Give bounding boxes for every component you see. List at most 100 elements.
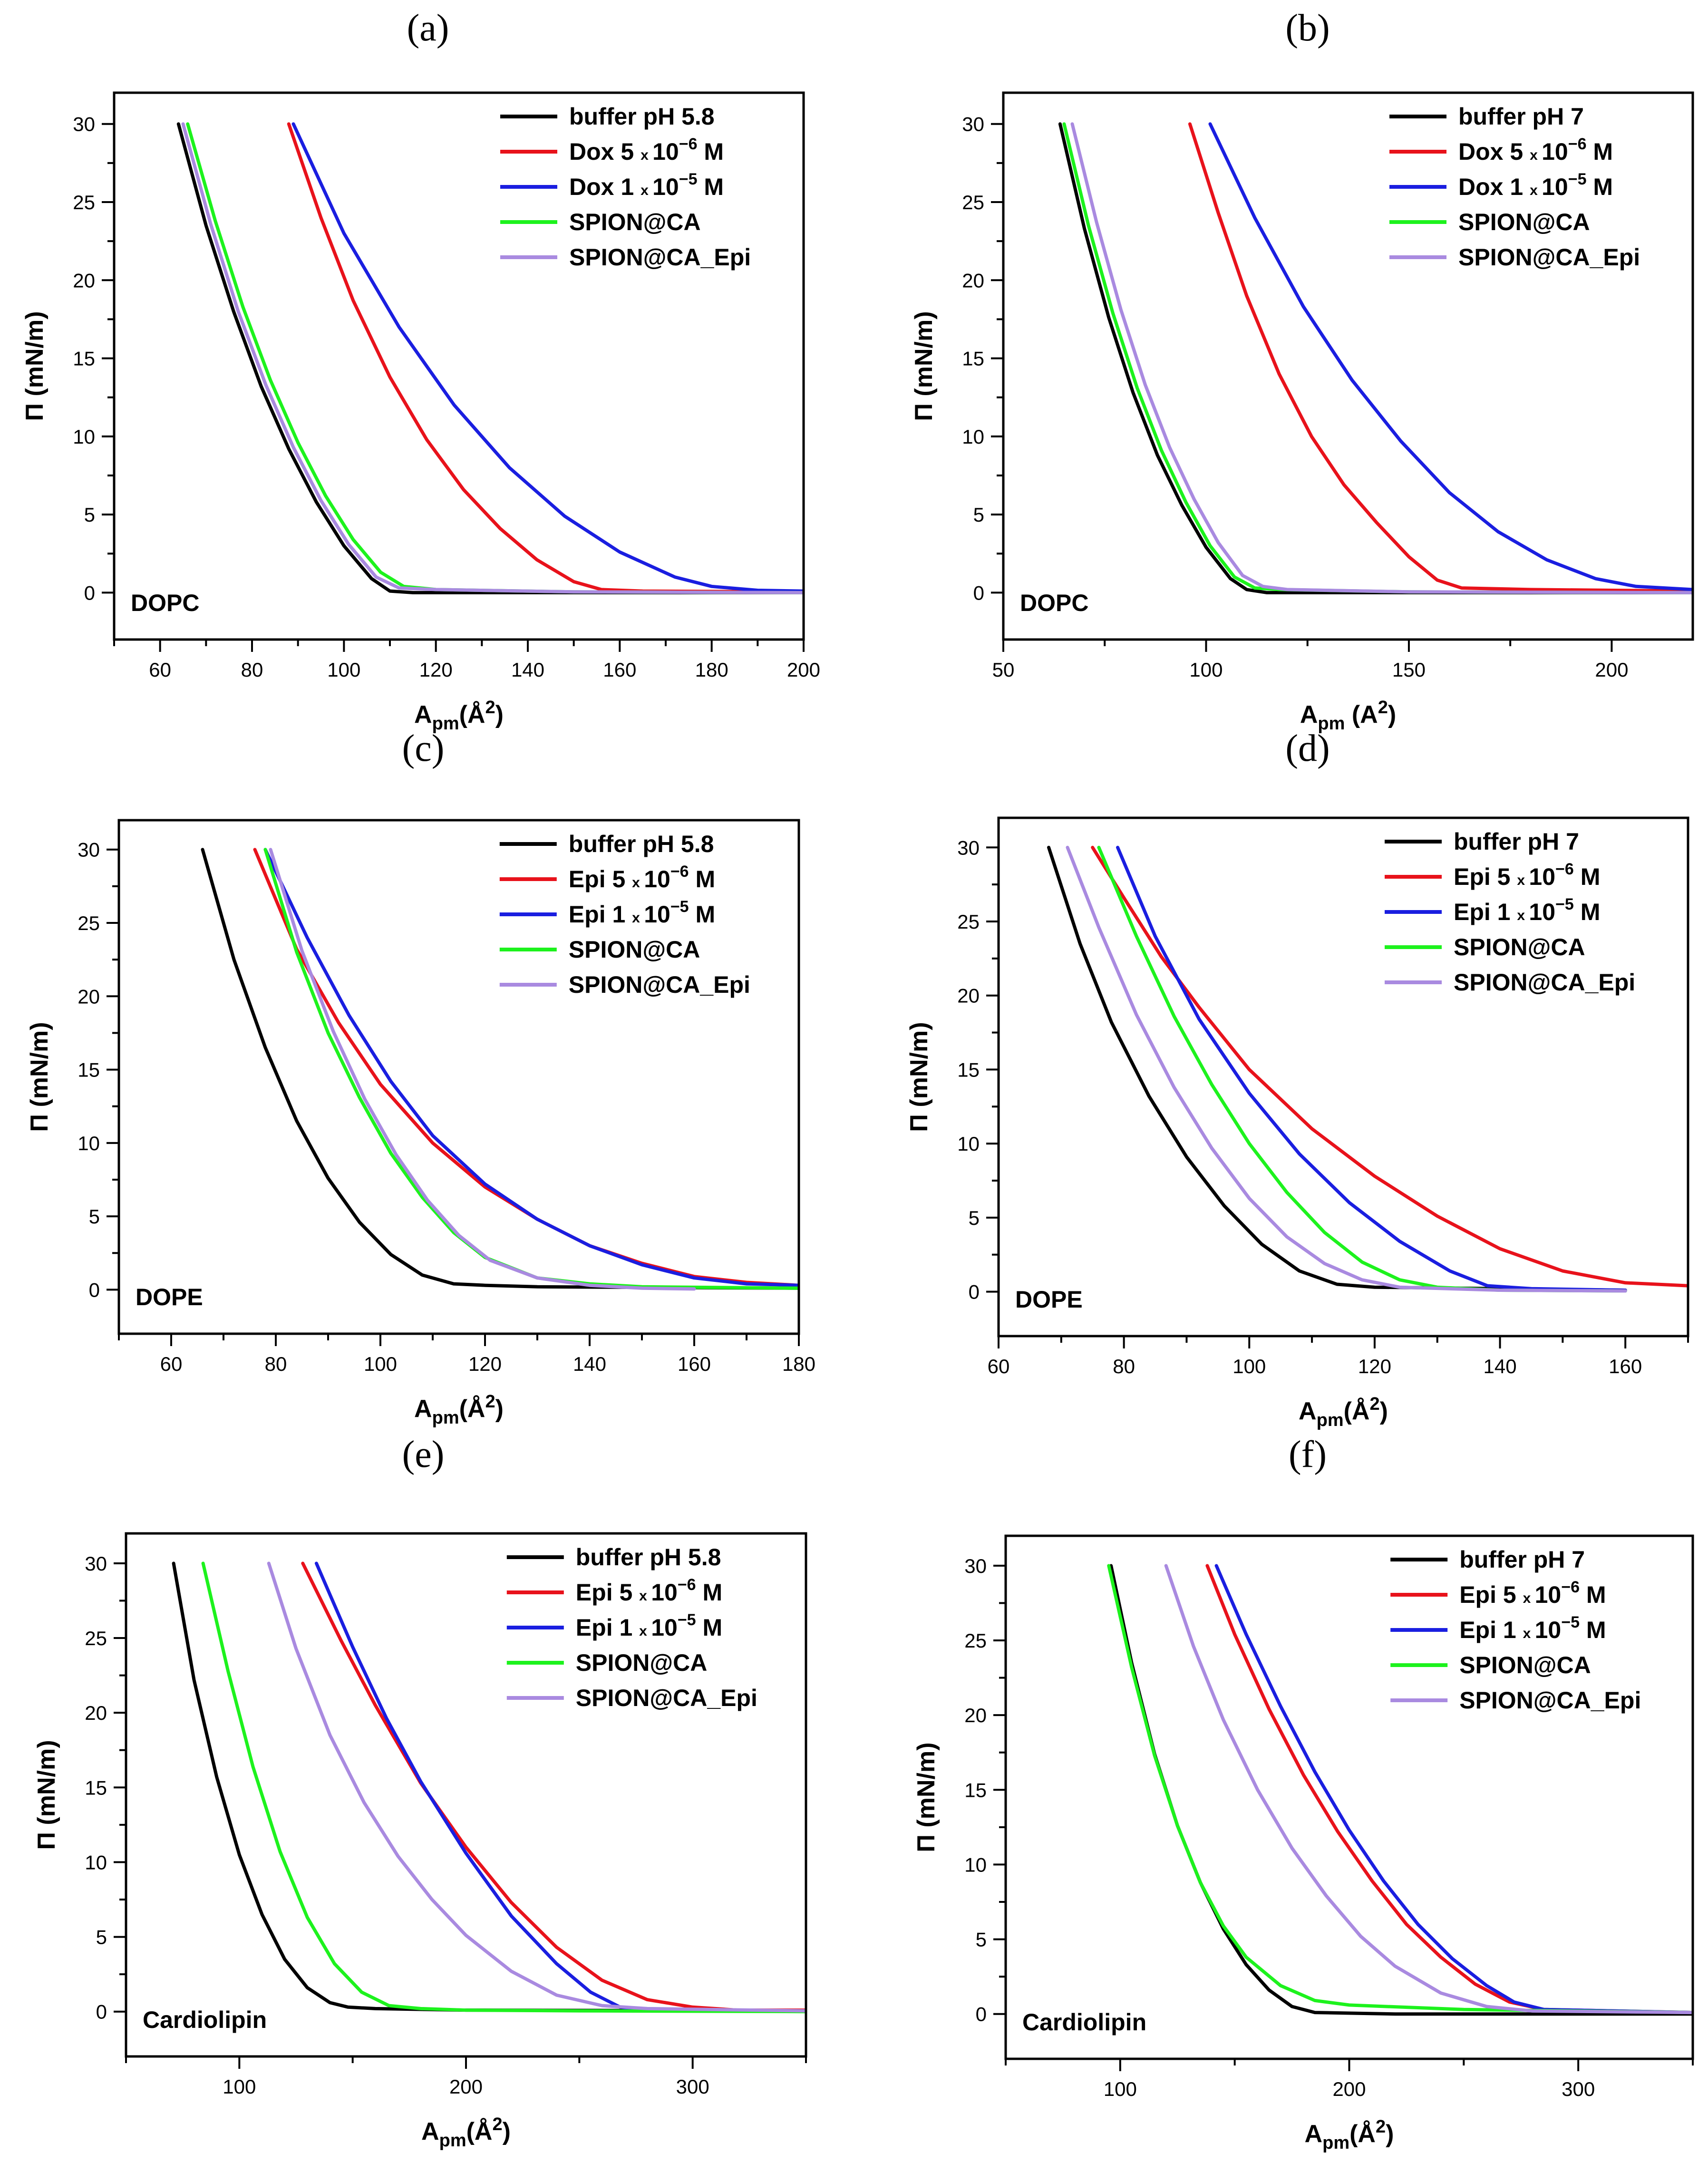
y-tick-label: 10 (962, 426, 984, 448)
x-tick-label: 100 (1232, 1355, 1266, 1377)
legend-label: buffer pH 7 (1454, 828, 1579, 855)
x-tick-label: 60 (160, 1353, 183, 1375)
x-axis-label: Apm(Å2) (421, 2114, 511, 2151)
y-tick-label: 20 (73, 269, 95, 291)
series-line-3 (201, 1561, 806, 2014)
y-tick-label: 15 (957, 1058, 980, 1081)
legend-label: Epi 5 x 10−6 M (1454, 860, 1600, 890)
x-tick-label: 300 (1562, 2078, 1595, 2100)
legend: buffer pH 5.8 Epi 5 x 10−6 M Epi 1 x 10−5 … (506, 1544, 757, 1711)
y-tick-label: 15 (73, 348, 95, 370)
series-line-1 (1205, 1564, 1693, 2015)
x-axis-label: Apm(Å2) (1305, 2117, 1394, 2153)
panel-label: (b) (1285, 7, 1330, 49)
series-line-4 (269, 848, 696, 1291)
y-tick-label: 30 (964, 1555, 987, 1577)
y-tick-label: 20 (962, 269, 984, 291)
y-tick-label: 10 (85, 1851, 107, 1873)
legend: buffer pH 7 Epi 5 x 10−6 M Epi 1 x 10−5 M S… (1385, 828, 1635, 996)
y-tick-label: 25 (962, 191, 984, 213)
x-axis-label: Apm (A2) (1300, 698, 1396, 734)
y-tick-label: 0 (969, 1281, 980, 1303)
legend-label: SPION@CA (1454, 934, 1585, 960)
y-axis-label: Π (mN/m) (33, 1740, 60, 1850)
y-tick-label: 0 (84, 582, 95, 604)
y-tick-label: 10 (78, 1132, 100, 1154)
lipid-label: DOPC (131, 590, 199, 616)
x-tick-label: 100 (327, 659, 360, 681)
legend: buffer pH 7 Dox 5 x 10−6 M Dox 1 x 10−5 M S… (1389, 103, 1640, 271)
legend-label: Epi 5 x 10−6 M (569, 863, 715, 892)
panel-label: (a) (407, 7, 449, 49)
lipid-label: DOPE (1015, 1286, 1083, 1313)
legend-label: SPION@CA (576, 1649, 708, 1676)
legend-label: SPION@CA_Epi (1454, 969, 1635, 996)
series-line-1 (1188, 122, 1693, 593)
series-line-3 (1107, 1564, 1693, 2015)
y-tick-label: 15 (962, 348, 984, 370)
legend: buffer pH 5.8 Epi 5 x 10−6 M Epi 1 x 10−5 … (499, 831, 750, 998)
x-tick-label: 140 (511, 659, 544, 681)
y-tick-label: 5 (973, 504, 984, 526)
series-line-4 (1164, 1564, 1693, 2015)
y-tick-label: 5 (84, 504, 95, 526)
y-tick-label: 15 (964, 1779, 987, 1801)
legend-label: SPION@CA_Epi (576, 1685, 757, 1711)
legend-label: SPION@CA (569, 936, 700, 963)
y-axis-label: Π (mN/m) (21, 311, 49, 421)
panel-c: (c) 60 80 100 120 140 160 180 0 5 10 15 20 25 30 Apm(Å2… (26, 727, 815, 1428)
y-tick-label: 10 (73, 426, 95, 448)
x-tick-label: 140 (573, 1353, 606, 1375)
y-tick-label: 20 (78, 985, 100, 1008)
y-tick-label: 30 (73, 113, 95, 136)
y-tick-label: 30 (957, 836, 980, 859)
series-line-4 (267, 1561, 806, 2013)
x-tick-label: 120 (1358, 1355, 1391, 1377)
x-tick-label: 60 (988, 1355, 1010, 1377)
x-tick-label: 100 (364, 1353, 397, 1375)
legend-label: Epi 1 x 10−5 M (1454, 895, 1600, 925)
y-tick-label: 25 (73, 191, 95, 213)
series-line-0 (1058, 122, 1693, 594)
legend-label: Dox 1 x 10−5 M (569, 170, 724, 200)
x-tick-label: 200 (787, 659, 820, 681)
legend-label: buffer pH 5.8 (576, 1544, 721, 1571)
series-line-2 (1208, 122, 1693, 591)
legend-label: SPION@CA (1459, 1652, 1591, 1678)
legend-label: SPION@CA_Epi (569, 971, 750, 998)
panel-label: (d) (1285, 727, 1330, 769)
legend-label: buffer pH 5.8 (569, 103, 715, 130)
legend-label: SPION@CA_Epi (1458, 244, 1640, 271)
legend-label: Epi 5 x 10−6 M (1459, 1578, 1606, 1608)
y-tick-label: 0 (96, 2001, 107, 2023)
x-tick-label: 120 (419, 659, 453, 681)
x-tick-label: 180 (695, 659, 728, 681)
x-tick-label: 80 (241, 659, 263, 681)
y-tick-label: 0 (89, 1279, 100, 1301)
legend-label: SPION@CA_Epi (1459, 1687, 1641, 1714)
x-tick-label: 100 (1104, 2078, 1137, 2100)
legend-label: Dox 1 x 10−5 M (1458, 170, 1613, 200)
panel-e: (e) 100 200 300 0 5 10 15 20 25 30 Apm(Å2) Π (mN/m) C… (33, 1434, 807, 2151)
legend-label: buffer pH 7 (1459, 1546, 1585, 1573)
y-tick-label: 25 (964, 1629, 987, 1652)
y-tick-label: 30 (85, 1552, 107, 1575)
y-axis-label: Π (mN/m) (912, 1742, 940, 1852)
x-tick-label: 50 (992, 659, 1015, 681)
legend-label: Epi 1 x 10−5 M (1459, 1613, 1606, 1643)
legend: buffer pH 7 Epi 5 x 10−6 M Epi 1 x 10−5 M S… (1390, 1546, 1641, 1714)
legend-label: buffer pH 5.8 (569, 831, 714, 857)
x-tick-label: 160 (1609, 1355, 1642, 1377)
series-line-1 (301, 1561, 806, 2012)
y-tick-label: 20 (957, 985, 980, 1007)
x-tick-label: 180 (782, 1353, 815, 1375)
x-tick-label: 200 (1332, 2078, 1366, 2100)
plot-frame (997, 816, 1689, 1338)
series-line-2 (291, 122, 804, 593)
legend-label: Epi 1 x 10−5 M (569, 898, 715, 928)
y-axis-label: Π (mN/m) (26, 1022, 53, 1132)
plot-frame (113, 91, 805, 641)
x-tick-label: 140 (1484, 1355, 1517, 1377)
y-tick-label: 10 (964, 1853, 987, 1876)
